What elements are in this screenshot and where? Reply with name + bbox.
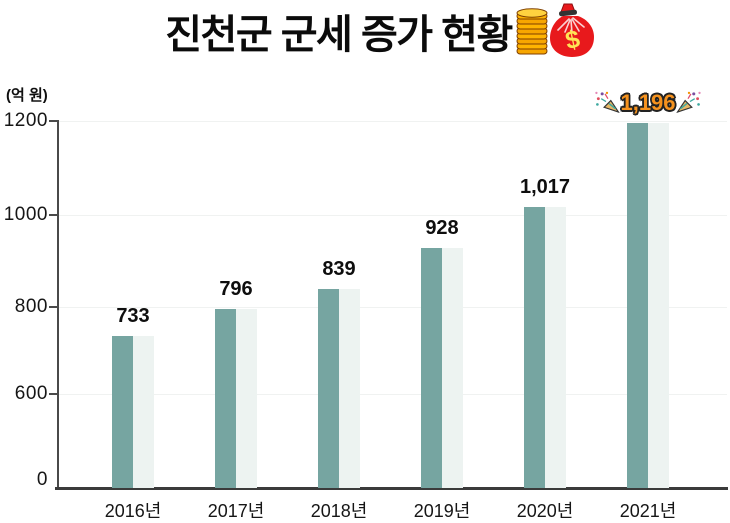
bar xyxy=(215,308,236,488)
y-axis-tick xyxy=(49,393,57,395)
x-axis-category-label: 2018년 xyxy=(310,501,368,521)
x-axis-category-label: 2021년 xyxy=(619,501,677,521)
x-axis-category-label: 2016년 xyxy=(104,501,162,521)
value-label: 733 xyxy=(116,305,150,328)
y-gridline xyxy=(59,120,727,122)
bar-shadow xyxy=(133,336,154,488)
value-label-text: 1,196 xyxy=(620,89,676,115)
y-tick-label: 800 xyxy=(14,296,48,317)
y-gridline xyxy=(59,214,727,216)
bar-shadow xyxy=(339,289,360,488)
y-tick-label: 1000 xyxy=(3,204,48,225)
bar-shadow xyxy=(442,248,463,488)
y-axis-tick xyxy=(49,120,57,122)
y-axis-tick xyxy=(49,214,57,216)
bar-shadow xyxy=(545,207,566,488)
confetti-popper-icon xyxy=(595,92,620,114)
money-bag-coins-icon: $ xyxy=(516,3,594,57)
bar-shadow xyxy=(648,122,669,488)
y-tick-label: 600 xyxy=(14,383,48,404)
bar xyxy=(421,248,442,488)
bar-shadow xyxy=(236,308,257,488)
title-row: 진천군 군세 증가 현황 xyxy=(16,0,730,62)
bar xyxy=(112,336,133,488)
confetti-popper-icon xyxy=(676,92,701,114)
svg-text:$: $ xyxy=(563,25,583,55)
y-axis-tick xyxy=(49,306,57,308)
y-gridline xyxy=(59,393,727,395)
bar xyxy=(318,289,339,488)
x-axis-category-label: 2019년 xyxy=(413,501,471,521)
value-label: 839 xyxy=(322,258,356,281)
y-axis-unit-label: (억 원) xyxy=(6,87,48,104)
y-axis-line xyxy=(57,120,59,489)
highlighted-value-label: 1,196 xyxy=(594,90,701,116)
page-title: 진천군 군세 증가 현황 xyxy=(165,13,513,57)
value-label: 928 xyxy=(425,217,459,240)
bar xyxy=(627,122,648,488)
y-tick-label: 0 xyxy=(36,469,48,490)
x-axis-category-label: 2017년 xyxy=(207,501,265,521)
value-label: 796 xyxy=(219,277,253,300)
value-label: 1,017 xyxy=(519,176,571,198)
bar xyxy=(524,207,545,488)
y-tick-label: 1200 xyxy=(3,110,48,131)
x-axis-line xyxy=(55,487,728,490)
x-axis-category-label: 2020년 xyxy=(516,501,574,521)
y-gridline xyxy=(59,306,727,308)
